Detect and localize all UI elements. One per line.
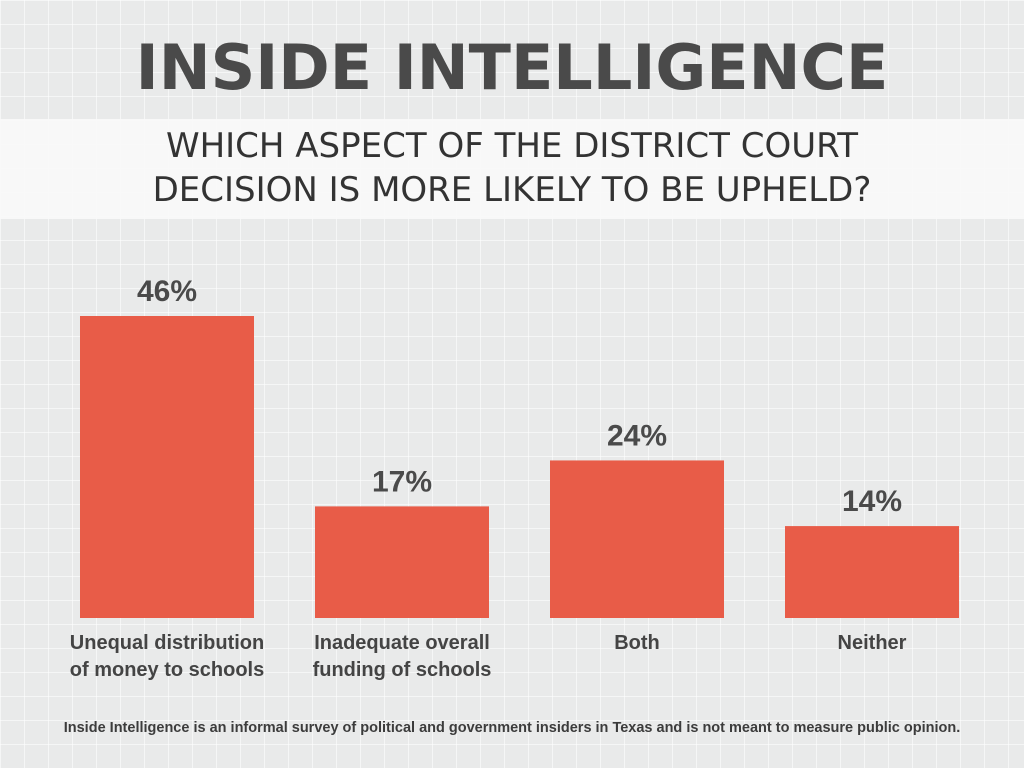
category-label-0-line-1: of money to schools [70,659,264,681]
category-label-1-line-1: funding of schools [313,659,492,681]
category-label-1-line-0: Inadequate overall [314,632,490,654]
bar-3 [785,526,959,618]
bar-value-label-2: 24% [607,419,667,452]
bar-value-label-1: 17% [372,465,432,498]
bars-layer [80,316,959,618]
footnote: Inside Intelligence is an informal surve… [63,720,961,736]
category-label-3-line-0: Neither [838,632,907,654]
value-labels-layer: 46% 17% 24% 14% [137,275,902,518]
bar-value-label-3: 14% [842,485,902,518]
category-label-0-line-0: Unequal distribution [70,632,264,654]
bar-chart: 46% 17% 24% 14% Unequal distribution of mone… [70,275,959,681]
page-title: INSIDE INTELLIGENCE [135,31,889,104]
chart-subtitle: WHICH ASPECT OF THE DISTRICT COURT DECIS… [152,126,872,210]
subtitle-band [0,119,1024,219]
category-label-2-line-0: Both [614,632,660,654]
bar-0 [80,316,254,618]
bar-2 [550,460,724,618]
bar-1 [315,506,489,618]
bar-value-label-0: 46% [137,275,197,308]
category-labels-layer: Unequal distribution of money to schools I… [70,632,907,681]
